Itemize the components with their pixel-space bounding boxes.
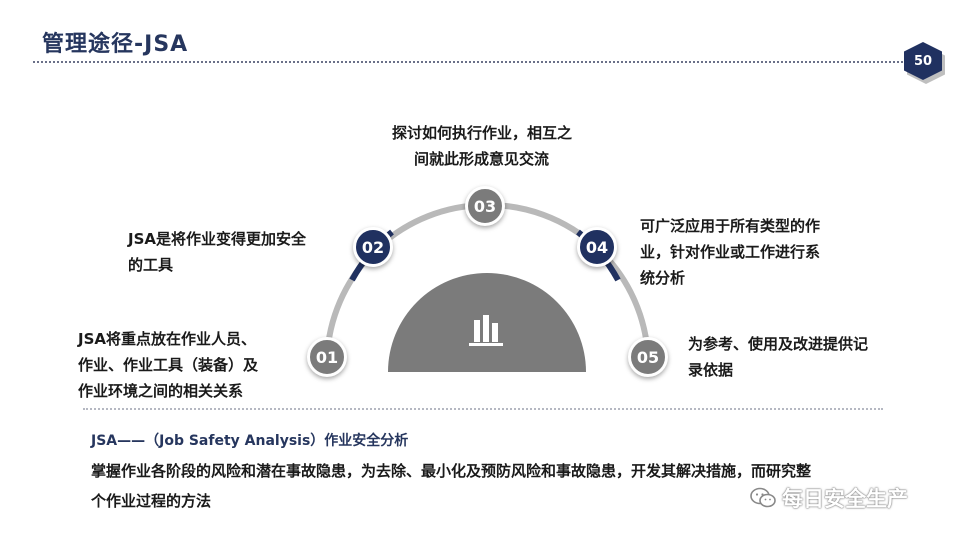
watermark-text: 每日安全生产 bbox=[782, 487, 908, 511]
bar-chart-icon bbox=[469, 315, 503, 346]
step-01-circle: 01 bbox=[307, 337, 347, 377]
step-02-circle: 02 bbox=[353, 227, 393, 267]
step-05-circle: 05 bbox=[628, 337, 668, 377]
section-divider bbox=[83, 408, 883, 410]
title-divider bbox=[33, 61, 903, 63]
step-01-label: JSA将重点放在作业人员、 作业、作业工具（装备）及 作业环境之间的相关关系 bbox=[78, 330, 259, 400]
step-03-label: 探讨如何执行作业，相互之 间就此形成意见交流 bbox=[392, 124, 573, 168]
watermark: 每日安全生产 bbox=[750, 483, 908, 513]
page-title: 管理途径-JSA bbox=[42, 32, 189, 57]
step-04-label: 可广泛应用于所有类型的作 业，针对作业或工作进行系 统分析 bbox=[640, 217, 821, 287]
analysis-title: JSA——（Job Safety Analysis）作业安全分析 bbox=[91, 433, 409, 449]
wechat-icon bbox=[750, 487, 776, 508]
step-05-label: 为参考、使用及改进提供记 录依据 bbox=[688, 335, 869, 379]
step-02-label: JSA是将作业变得更加安全 的工具 bbox=[128, 230, 306, 274]
step-04-circle: 04 bbox=[577, 227, 617, 267]
step-03-circle: 03 bbox=[465, 186, 505, 226]
analysis-body: 掌握作业各阶段的风险和潜在事故隐患，为去除、最小化及预防风险和事故隐患，开发其解… bbox=[91, 462, 812, 510]
